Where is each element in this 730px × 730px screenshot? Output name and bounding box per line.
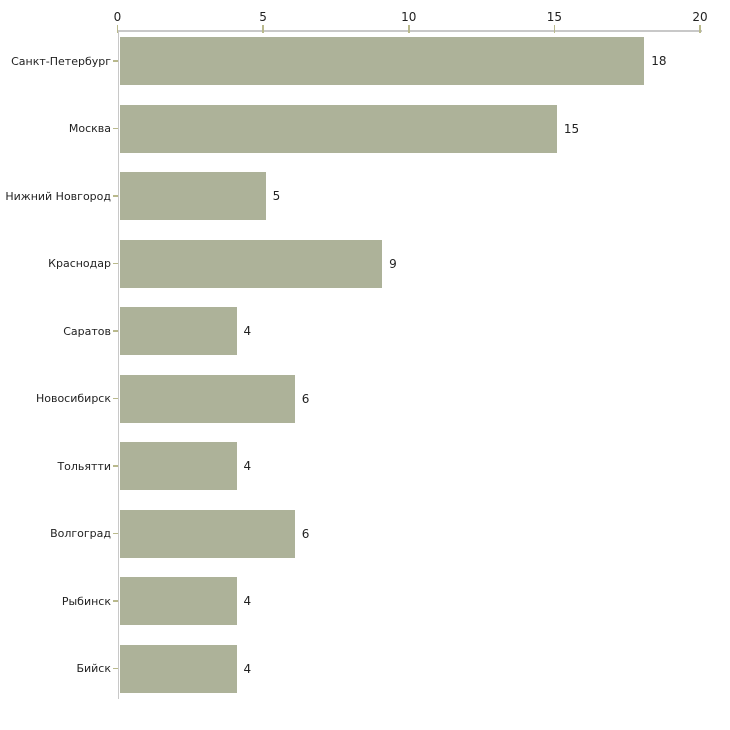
category-label: Новосибирск	[35, 392, 111, 405]
bar	[120, 104, 557, 153]
category-tick	[112, 667, 118, 670]
category-label: Нижний Новгород	[5, 189, 111, 203]
category-tick	[112, 465, 118, 467]
x-axis-tick-label: 10	[401, 10, 417, 24]
category-label: Волгоград	[50, 527, 111, 540]
category-label: Москва	[68, 122, 111, 135]
value-label: 5	[272, 189, 281, 203]
bar	[120, 374, 295, 423]
category-tick	[112, 330, 118, 332]
value-label: 9	[389, 256, 397, 271]
x-axis-tick-label: 15	[546, 10, 563, 24]
x-axis-tick	[116, 24, 119, 33]
category-label: Рыбинск	[61, 594, 111, 608]
category-label: Тольятти	[57, 459, 111, 473]
bar	[120, 577, 237, 625]
bar	[120, 442, 237, 490]
category-tick	[112, 532, 118, 535]
x-axis-tick-label: 5	[259, 10, 267, 24]
category-label: Саратов	[63, 324, 111, 338]
category-tick	[112, 60, 118, 62]
category-tick	[112, 397, 118, 400]
value-label: 15	[563, 121, 580, 136]
value-label: 4	[243, 459, 252, 473]
bar	[120, 239, 383, 288]
bar	[120, 644, 237, 693]
category-tick	[112, 600, 118, 602]
x-axis-tick	[262, 24, 264, 33]
value-label: 18	[651, 54, 667, 68]
category-tick	[112, 195, 118, 197]
x-axis-tick-label: 20	[692, 10, 708, 24]
y-axis-line	[117, 30, 119, 699]
bar	[120, 509, 295, 558]
value-label: 4	[243, 324, 252, 338]
value-label: 4	[243, 594, 252, 608]
bar	[120, 172, 266, 220]
category-tick	[112, 127, 118, 130]
x-axis-tick	[553, 24, 556, 33]
value-label: 6	[301, 526, 310, 541]
bar	[120, 37, 645, 85]
x-axis-tick	[699, 24, 701, 33]
value-label: 6	[301, 391, 310, 406]
bar	[120, 307, 237, 355]
category-label: Санкт-Петербург	[11, 54, 111, 68]
category-label: Краснодар	[48, 257, 111, 270]
value-label: 4	[243, 661, 252, 676]
x-axis-tick	[408, 24, 410, 33]
x-axis-tick-label: 0	[113, 10, 122, 24]
x-axis-line	[117, 30, 702, 32]
category-tick	[112, 262, 118, 265]
category-label: Бийск	[76, 662, 111, 675]
